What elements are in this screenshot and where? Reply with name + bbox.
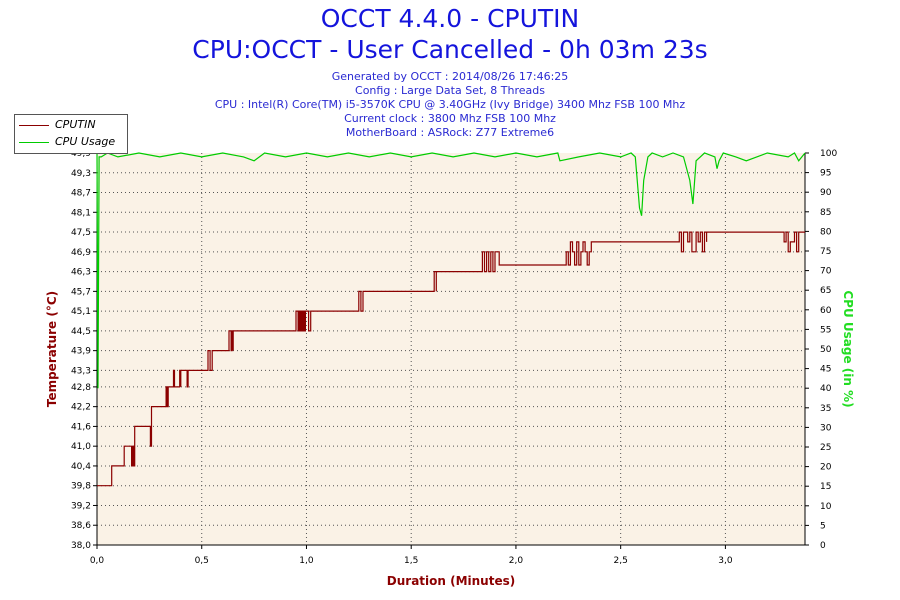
info-clock: Current clock : 3800 Mhz FSB 100 Mhz xyxy=(344,112,556,125)
legend-label-cpu-usage: CPU Usage xyxy=(55,135,116,148)
y-left-tick-label: 46,9 xyxy=(71,248,91,258)
info-config: Config : Large Data Set, 8 Threads xyxy=(355,84,545,97)
y-left-tick-label: 42,8 xyxy=(71,383,91,393)
legend-item-cpu-usage: CPU Usage xyxy=(15,134,127,150)
legend-item-cputin: CPUTIN xyxy=(15,117,127,133)
y-left-tick-label: 43,9 xyxy=(71,347,91,357)
y-right-tick-label: 35 xyxy=(820,404,831,414)
y-left-tick-label: 38,0 xyxy=(71,541,91,551)
y-right-tick-label: 85 xyxy=(820,208,831,218)
y-left-tick-label: 39,2 xyxy=(71,501,91,511)
y-right-tick-label: 0 xyxy=(820,541,826,551)
y-right-tick-label: 50 xyxy=(820,345,832,355)
info-generated: Generated by OCCT : 2014/08/26 17:46:25 xyxy=(331,70,569,83)
y-right-tick-label: 75 xyxy=(820,247,831,257)
y-right-tick-label: 100 xyxy=(820,149,837,159)
y-left-tick-label: 44,5 xyxy=(71,327,91,337)
y-left-tick-label: 49,9 xyxy=(71,149,91,159)
y-right-tick-label: 55 xyxy=(820,325,831,335)
legend-swatch-cputin xyxy=(19,125,49,126)
y-right-tick-label: 70 xyxy=(820,267,832,277)
y-left-tick-label: 39,8 xyxy=(71,482,91,492)
y-right-tick-label: 5 xyxy=(820,521,826,531)
y-right-tick-label: 60 xyxy=(820,306,832,316)
y-right-tick-label: 45 xyxy=(820,365,831,375)
y-left-tick-label: 41,6 xyxy=(71,422,91,432)
y-left-tick-label: 41,0 xyxy=(71,442,91,452)
y-left-axis-title: Temperature (°C) xyxy=(45,291,59,407)
chart-title: OCCT 4.4.0 - CPUTIN xyxy=(320,4,580,33)
y-left-tick-label: 47,5 xyxy=(71,228,91,238)
y-right-tick-label: 20 xyxy=(820,463,832,473)
y-right-tick-label: 40 xyxy=(820,384,832,394)
legend-swatch-cpu-usage xyxy=(19,142,49,143)
x-tick-label: 3,0 xyxy=(718,556,733,566)
y-right-tick-label: 90 xyxy=(820,188,832,198)
y-right-tick-label: 65 xyxy=(820,286,831,296)
series-line-cpu-usage xyxy=(96,152,806,389)
x-axis-title: Duration (Minutes) xyxy=(387,574,515,588)
y-left-tick-label: 40,4 xyxy=(71,462,91,472)
y-left-tick-label: 46,3 xyxy=(71,268,91,278)
y-left-tick-label: 43,3 xyxy=(71,366,91,376)
x-tick-label: 0,0 xyxy=(90,556,105,566)
y-left-tick-label: 48,7 xyxy=(71,189,91,199)
chart-subtitle: CPU:OCCT - User Cancelled - 0h 03m 23s xyxy=(192,35,708,64)
y-left-tick-label: 45,7 xyxy=(71,287,91,297)
info-motherboard: MotherBoard : ASRock: Z77 Extreme6 xyxy=(345,126,555,139)
x-tick-label: 1,5 xyxy=(404,556,418,566)
series-line-cputin xyxy=(97,231,805,487)
y-right-tick-label: 15 xyxy=(820,482,831,492)
plot-background xyxy=(97,153,805,545)
x-tick-label: 2,0 xyxy=(509,556,524,566)
y-left-tick-label: 48,1 xyxy=(71,208,91,218)
legend: CPUTIN CPU Usage xyxy=(14,114,128,154)
y-right-tick-label: 95 xyxy=(820,169,831,179)
y-right-tick-label: 25 xyxy=(820,443,831,453)
y-right-axis-title: CPU Usage (in %) xyxy=(841,290,855,407)
info-cpu: CPU : Intel(R) Core(TM) i5-3570K CPU @ 3… xyxy=(214,98,686,111)
y-right-tick-label: 10 xyxy=(820,502,832,512)
y-left-tick-label: 38,6 xyxy=(71,521,91,531)
y-right-tick-label: 80 xyxy=(820,227,832,237)
y-right-tick-label: 30 xyxy=(820,423,832,433)
legend-label-cputin: CPUTIN xyxy=(55,118,96,131)
y-left-tick-label: 45,1 xyxy=(71,307,91,317)
y-left-tick-label: 42,2 xyxy=(71,403,91,413)
x-tick-label: 0,5 xyxy=(195,556,209,566)
x-tick-label: 2,5 xyxy=(614,556,628,566)
y-left-tick-label: 49,3 xyxy=(71,169,91,179)
x-tick-label: 1,0 xyxy=(299,556,314,566)
